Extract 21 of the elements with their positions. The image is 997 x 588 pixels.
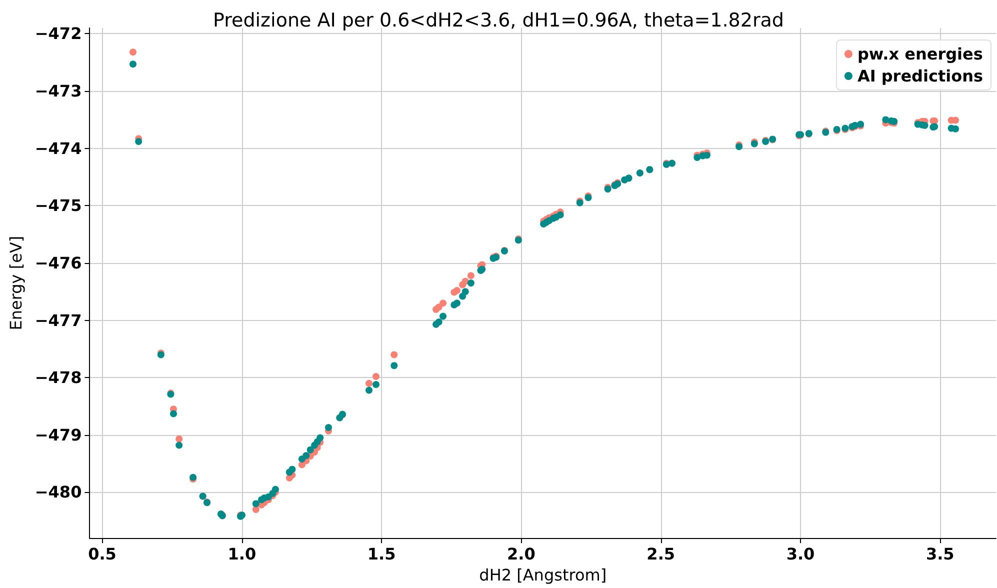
y-tick-label: −473 <box>34 82 82 101</box>
x-tick-label: 1.0 <box>228 544 256 564</box>
x-tick-label: 1.5 <box>367 544 396 564</box>
y-tick-label: −478 <box>34 368 82 388</box>
legend-label: pw.x energies <box>857 44 983 64</box>
y-tick-label: −476 <box>34 253 82 272</box>
y-tick-label: −472 <box>34 24 82 44</box>
y-tick-label: −480 <box>34 482 82 502</box>
x-axis-title: dH2 [Angstrom] <box>479 566 607 584</box>
y-tick-label: −479 <box>34 425 82 444</box>
chart-title: Predizione AI per 0.6<dH2<3.6, dH1=0.96A, theta=1.82rad <box>213 10 784 32</box>
y-axis-title: Energy [eV] <box>6 236 26 330</box>
legend-label: AI predictions <box>857 66 983 86</box>
y-tick-label: −475 <box>34 196 82 216</box>
x-tick-label: 3.0 <box>786 544 815 564</box>
x-tick-label: 2.0 <box>507 544 536 564</box>
y-tick-label: −477 <box>34 310 82 330</box>
x-tick-label: 2.5 <box>646 544 676 564</box>
y-tick-label: −474 <box>34 138 82 158</box>
x-tick-label: 3.5 <box>926 544 954 564</box>
x-tick-label: 0.5 <box>88 544 116 564</box>
